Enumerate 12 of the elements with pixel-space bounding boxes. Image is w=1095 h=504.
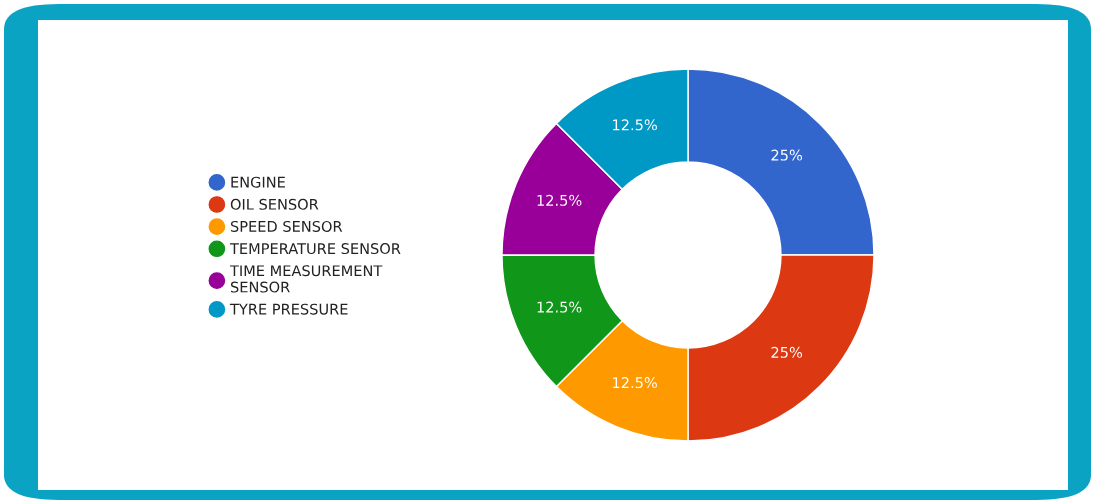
data-label: 25%	[771, 346, 803, 358]
data-label: 12.5%	[537, 301, 582, 313]
legend-label: TEMPERATURE SENSOR	[229, 243, 401, 255]
legend-label: TIME MEASUREMENT SENSOR	[229, 265, 383, 293]
legend-label: TYRE PRESSURE	[229, 303, 348, 315]
legend-label: OIL SENSOR	[230, 198, 319, 210]
data-label: 12.5%	[613, 119, 657, 131]
data-label: 12.5%	[613, 377, 657, 389]
data-label: 12.5%	[537, 194, 582, 206]
data-label: 25%	[771, 149, 803, 161]
legend-label: ENGINE	[231, 176, 285, 188]
legend-label: SPEED SENSOR	[230, 220, 343, 232]
